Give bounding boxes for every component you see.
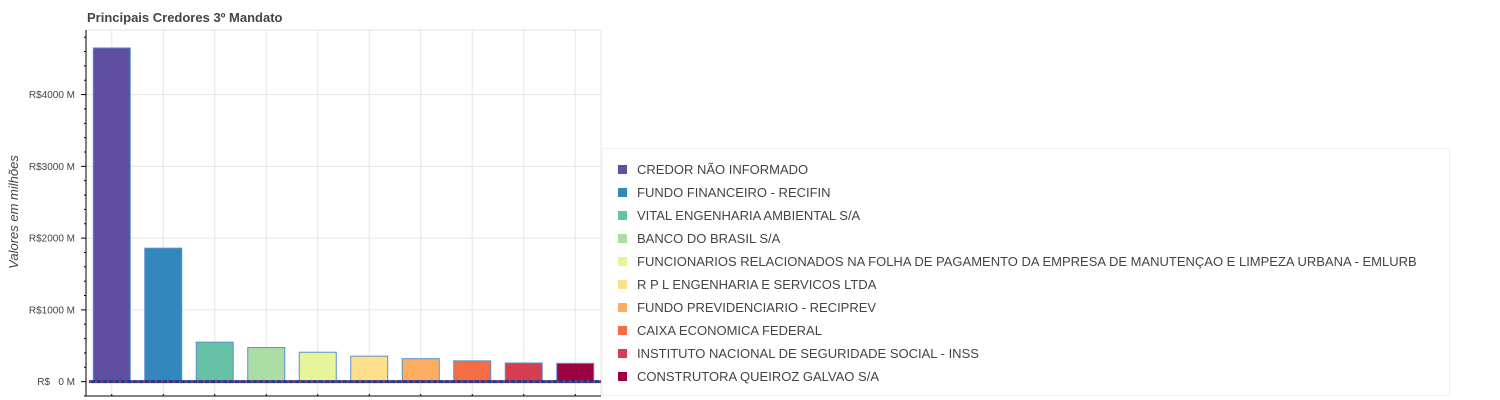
y-tick-label: R$ 0 M bbox=[37, 377, 75, 388]
legend-swatch bbox=[618, 165, 627, 174]
bar bbox=[401, 358, 440, 383]
bar bbox=[298, 351, 337, 383]
bar bbox=[92, 47, 131, 383]
bar bbox=[504, 362, 543, 383]
bar bbox=[350, 355, 389, 383]
legend-swatch bbox=[618, 280, 627, 289]
legend-item: FUNCIONARIOS RELACIONADOS NA FOLHA DE PA… bbox=[603, 250, 1449, 273]
legend-item: CONSTRUTORA QUEIROZ GALVAO S/A bbox=[603, 365, 1449, 388]
bar bbox=[144, 247, 183, 383]
bar bbox=[453, 360, 492, 383]
legend-label: CAIXA ECONOMICA FEDERAL bbox=[637, 323, 822, 338]
legend-item: CREDOR NÃO INFORMADO bbox=[603, 158, 1449, 181]
legend-swatch bbox=[618, 303, 627, 312]
legend-label: R P L ENGENHARIA E SERVICOS LTDA bbox=[637, 277, 877, 292]
legend-swatch bbox=[618, 211, 627, 220]
chart-title: Principais Credores 3º Mandato bbox=[87, 10, 283, 25]
legend-label: BANCO DO BRASIL S/A bbox=[637, 231, 781, 246]
legend-swatch bbox=[618, 372, 627, 381]
legend-label: INSTITUTO NACIONAL DE SEGURIDADE SOCIAL … bbox=[637, 346, 979, 361]
bars bbox=[92, 47, 595, 383]
legend-label: FUNDO FINANCEIRO - RECIFIN bbox=[637, 185, 831, 200]
x-axis bbox=[86, 394, 601, 397]
legend-swatch bbox=[618, 349, 627, 358]
y-tick-label: R$1000 M bbox=[29, 305, 75, 316]
legend-label: FUNDO PREVIDENCIARIO - RECIPREV bbox=[637, 300, 877, 315]
legend-item: FUNDO FINANCEIRO - RECIFIN bbox=[603, 181, 1449, 204]
legend-item: R P L ENGENHARIA E SERVICOS LTDA bbox=[603, 273, 1449, 296]
plot-area: R$ 0 M R$1000 M R$2000 M R$3000 M R$4000 M bbox=[29, 29, 602, 397]
legend: CREDOR NÃO INFORMADO FUNDO FINANCEIRO - R… bbox=[602, 148, 1450, 396]
legend-label: VITAL ENGENHARIA AMBIENTAL S/A bbox=[637, 208, 861, 223]
legend-swatch bbox=[618, 257, 627, 266]
legend-label: CONSTRUTORA QUEIROZ GALVAO S/A bbox=[637, 369, 879, 384]
legend-label: CREDOR NÃO INFORMADO bbox=[637, 162, 809, 177]
bar bbox=[556, 362, 595, 383]
legend-item: CAIXA ECONOMICA FEDERAL bbox=[603, 319, 1449, 342]
legend-item: INSTITUTO NACIONAL DE SEGURIDADE SOCIAL … bbox=[603, 342, 1449, 365]
legend-item: VITAL ENGENHARIA AMBIENTAL S/A bbox=[603, 204, 1449, 227]
y-tick-label: R$3000 M bbox=[29, 162, 75, 173]
legend-swatch bbox=[618, 326, 627, 335]
legend-item: FUNDO PREVIDENCIARIO - RECIPREV bbox=[603, 296, 1449, 319]
y-tick-label: R$2000 M bbox=[29, 234, 75, 245]
y-axis: R$ 0 M R$1000 M R$2000 M R$3000 M R$4000 M bbox=[29, 30, 87, 397]
legend-item: BANCO DO BRASIL S/A bbox=[603, 227, 1449, 250]
legend-swatch bbox=[618, 234, 627, 243]
legend-label: FUNCIONARIOS RELACIONADOS NA FOLHA DE PA… bbox=[637, 254, 1417, 269]
bar bbox=[247, 347, 286, 383]
bar bbox=[195, 341, 234, 383]
y-tick-label: R$4000 M bbox=[29, 90, 75, 101]
legend-swatch bbox=[618, 188, 627, 197]
y-axis-label: Valores em milhões bbox=[6, 155, 21, 269]
